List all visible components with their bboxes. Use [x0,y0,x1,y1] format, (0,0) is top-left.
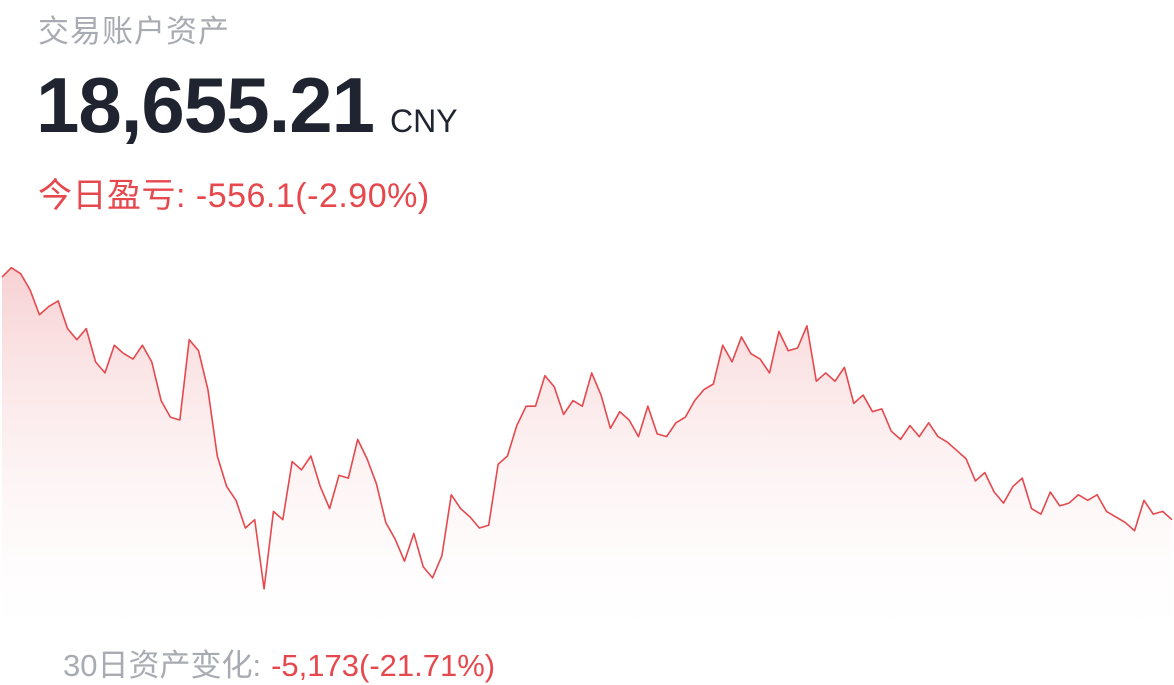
thirty-day-change: 30日资产变化: -5,173(-21.71%) [63,640,495,685]
account-title: 交易账户资产 [38,14,230,49]
today-pnl-label: 今日盈亏: [38,177,186,215]
total-balance: 18,655.21 [36,61,375,149]
thirty-day-change-value: -5,173(-21.71%) [271,648,496,683]
balance-row: 18,655.21 CNY [36,66,458,144]
thirty-day-change-label: 30日资产变化: [63,648,262,683]
chart-area-fill [2,267,1172,630]
currency-code: CNY [390,103,458,139]
today-pnl: 今日盈亏: -556.1(-2.90%) [38,168,430,217]
chart-series-line [1,266,1173,590]
today-pnl-value: -556.1(-2.90%) [195,177,430,215]
asset-area-chart [1,266,1173,630]
